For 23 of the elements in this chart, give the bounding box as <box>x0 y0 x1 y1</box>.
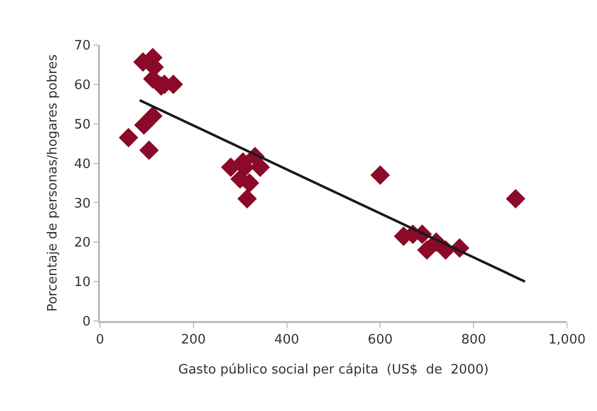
y-tick-label: 50 <box>74 117 91 132</box>
x-axis-title: Gasto público social per cápita (US$ de 2000) <box>178 362 489 378</box>
x-tick-label: 0 <box>96 332 104 348</box>
point <box>143 106 163 126</box>
x-tick-label: 600 <box>368 332 393 348</box>
y-axis-title: Porcentaje de personas/hogares pobres <box>46 54 61 312</box>
point <box>237 189 257 209</box>
point <box>506 189 526 209</box>
x-tick-label: 800 <box>461 332 486 348</box>
point <box>139 140 159 160</box>
y-tick-label: 0 <box>82 314 91 330</box>
y-tick-label: 40 <box>74 156 91 172</box>
x-tick-label: 200 <box>180 332 206 348</box>
x-tick-label: 1,000 <box>548 332 586 348</box>
y-tick-label: 70 <box>74 38 91 54</box>
x-tick-label: 400 <box>274 332 300 348</box>
y-tick-label: 30 <box>74 196 91 212</box>
y-tick-label: 10 <box>74 275 91 290</box>
point <box>370 165 390 185</box>
point <box>134 115 154 135</box>
y-tick-label: 60 <box>74 78 91 93</box>
y-tick-label: 20 <box>74 236 91 251</box>
point <box>118 128 138 148</box>
